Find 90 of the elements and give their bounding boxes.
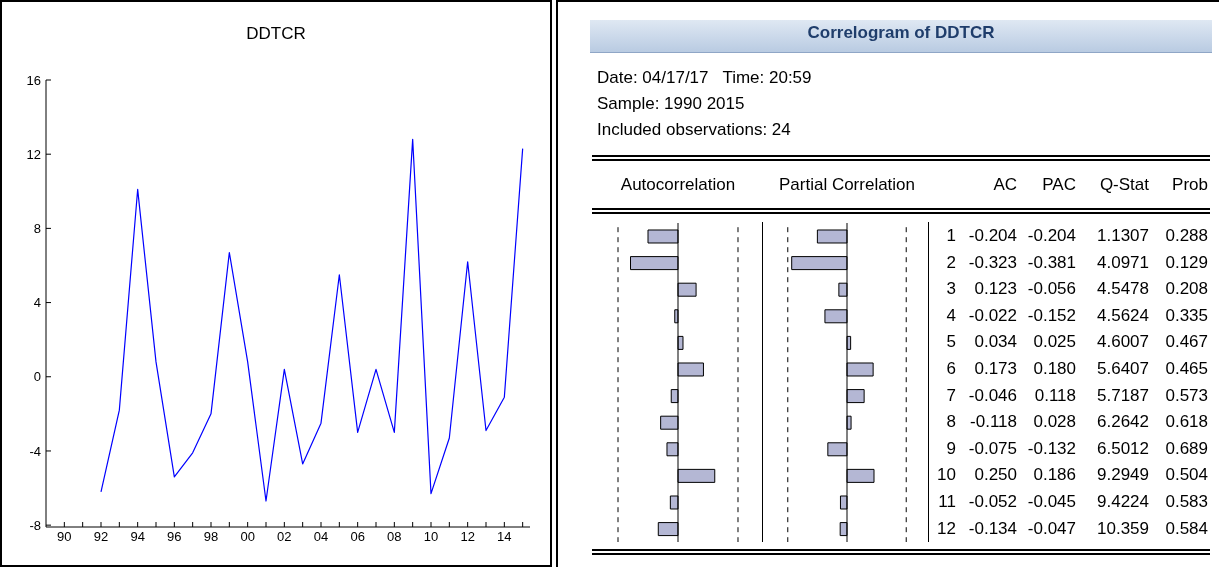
- data-label: 0.288: [1165, 226, 1208, 245]
- x-tick-label: 14: [497, 529, 512, 545]
- x-axis-title: Autocorrelation: [619, 175, 737, 195]
- data-label: -0.204: [968, 226, 1017, 245]
- data-label: -0.052: [968, 492, 1017, 511]
- data-label: 0.618: [1165, 412, 1208, 432]
- y-tick-label: 5: [945, 332, 956, 353]
- data-label: -0.323: [968, 252, 1017, 272]
- data-label: 0.034: [974, 332, 1017, 352]
- x-tick-label: 94: [130, 529, 145, 545]
- data-label: 0.689: [1165, 438, 1208, 458]
- data-label: 0.118: [1034, 385, 1076, 405]
- y-tick-label: 3: [945, 279, 956, 300]
- data-label: 0.028: [1033, 412, 1076, 432]
- y-tick-label: 7: [945, 385, 956, 406]
- y-tick-label: 10: [936, 465, 956, 486]
- x-tick-label: 00: [240, 529, 255, 545]
- data-label: 0.173: [974, 359, 1017, 378]
- y-tick-label: 4: [33, 295, 41, 311]
- data-label: 4.6007: [1097, 332, 1149, 352]
- data-label: 0.584: [1165, 518, 1208, 538]
- data-label: -0.047: [1027, 518, 1076, 538]
- text: AC: [992, 175, 1017, 195]
- x-tick-label: 08: [387, 529, 402, 545]
- x-tick-label: 92: [93, 529, 109, 545]
- data-label: -0.134: [968, 518, 1017, 538]
- x-tick-label: 96: [167, 529, 182, 545]
- x-tick-label: 06: [350, 529, 365, 545]
- y-tick-label: 11: [937, 492, 956, 512]
- data-label: 0.583: [1165, 492, 1208, 511]
- data-label: 6.2642: [1097, 412, 1149, 432]
- y-tick-label: 8: [945, 412, 956, 433]
- x-tick-label: 90: [57, 529, 72, 545]
- data-label: -0.118: [970, 412, 1017, 432]
- data-label: -0.152: [1027, 305, 1076, 325]
- data-label: -0.132: [1027, 438, 1076, 458]
- text: Sample: 1990 2015: [597, 94, 745, 114]
- x-tick-label: 10: [423, 529, 439, 545]
- y-tick-label: 9: [945, 438, 956, 459]
- data-label: 10.359: [1097, 518, 1149, 538]
- y-tick-label: 1: [945, 226, 956, 246]
- data-label: -0.022: [968, 305, 1017, 325]
- y-tick-label: 16: [26, 72, 41, 88]
- data-label: 0.123: [974, 279, 1017, 299]
- data-label: 5.7187: [1097, 385, 1149, 405]
- y-tick-label: 2: [945, 252, 956, 273]
- data-label: 0.335: [1165, 305, 1208, 325]
- data-label: 4.5624: [1097, 305, 1149, 325]
- chart-title: DDTCR: [245, 24, 307, 44]
- data-label: 0.186: [1033, 465, 1076, 485]
- y-tick-label: 12: [26, 146, 41, 162]
- y-tick-label: -4: [29, 443, 41, 459]
- y-tick-label: 8: [33, 221, 41, 236]
- x-tick-label: 12: [460, 529, 475, 545]
- x-axis-title: Partial Correlation: [777, 175, 917, 195]
- y-tick-label: 0: [33, 369, 41, 385]
- data-label: 0.573: [1165, 385, 1208, 405]
- data-label: 4.5478: [1097, 279, 1149, 299]
- data-label: 0.180: [1033, 359, 1076, 378]
- data-label: 0.504: [1165, 465, 1208, 485]
- text: Prob: [1172, 175, 1208, 194]
- data-label: -0.045: [1027, 492, 1076, 511]
- y-tick-label: 6: [945, 359, 956, 379]
- data-label: -0.056: [1027, 279, 1076, 299]
- text: PAC: [1042, 175, 1076, 194]
- data-label: -0.046: [968, 385, 1017, 405]
- data-label: -0.075: [968, 438, 1017, 458]
- x-tick-label: 98: [203, 529, 219, 545]
- x-tick-label: 02: [277, 529, 292, 545]
- data-label: 5.6407: [1097, 359, 1149, 378]
- data-label: 1.1307: [1097, 226, 1149, 245]
- data-label: 0.250: [974, 465, 1017, 485]
- data-label: -0.381: [1027, 252, 1076, 272]
- text: Correlogram of DDTCR: [806, 23, 996, 43]
- data-label: 0.467: [1165, 332, 1208, 352]
- y-tick-label: -8: [29, 517, 41, 533]
- text: Q-Stat: [1099, 175, 1149, 194]
- data-label: -0.204: [1027, 226, 1076, 245]
- text: Included observations: 24: [597, 120, 791, 140]
- y-tick-label: 4: [945, 305, 956, 326]
- data-label: 0.465: [1165, 359, 1208, 378]
- text: Date: 04/17/17 Time: 20:59: [597, 68, 812, 88]
- data-label: 6.5012: [1097, 438, 1149, 458]
- data-label: 0.129: [1165, 252, 1208, 272]
- data-label: 4.0971: [1097, 252, 1149, 272]
- data-label: 9.2949: [1097, 465, 1149, 485]
- data-label: 0.208: [1165, 279, 1208, 299]
- x-tick-label: 04: [313, 529, 329, 545]
- data-label: 0.025: [1033, 332, 1076, 352]
- data-label: 9.4224: [1097, 492, 1149, 511]
